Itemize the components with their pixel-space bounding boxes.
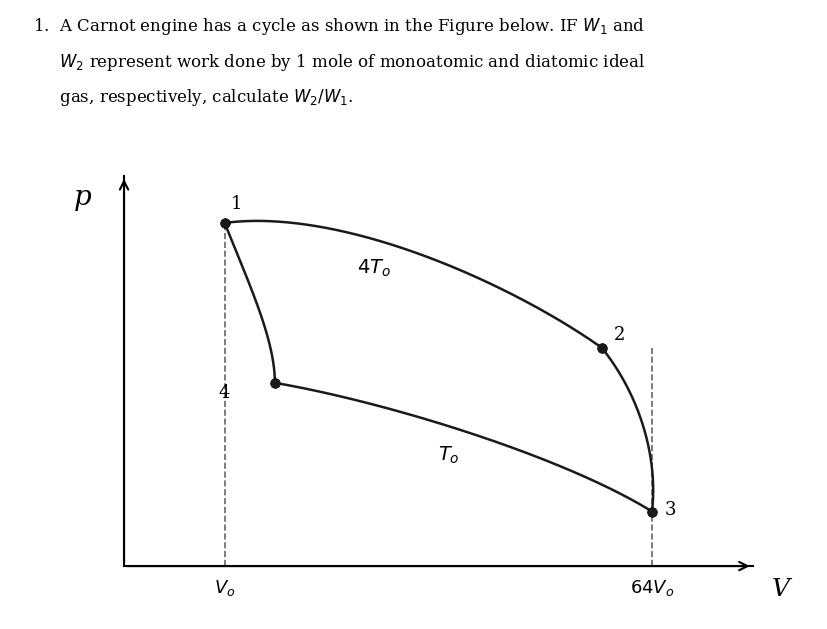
Text: $64V_o$: $64V_o$ — [630, 579, 674, 598]
Text: $T_o$: $T_o$ — [438, 445, 460, 466]
Text: $V_o$: $V_o$ — [214, 579, 236, 598]
Text: p: p — [74, 184, 92, 211]
Text: 2: 2 — [614, 326, 626, 344]
Text: gas, respectively, calculate $W_2/W_1$.: gas, respectively, calculate $W_2/W_1$. — [33, 87, 353, 108]
Text: 3: 3 — [665, 501, 676, 520]
Text: $W_2$ represent work done by 1 mole of monoatomic and diatomic ideal: $W_2$ represent work done by 1 mole of m… — [33, 52, 645, 72]
Text: $4T_o$: $4T_o$ — [356, 258, 390, 279]
Text: V: V — [772, 578, 790, 601]
Text: 4: 4 — [218, 384, 230, 403]
Text: 1: 1 — [231, 195, 242, 213]
Text: 1.  A Carnot engine has a cycle as shown in the Figure below. IF $W_1$ and: 1. A Carnot engine has a cycle as shown … — [33, 16, 645, 36]
